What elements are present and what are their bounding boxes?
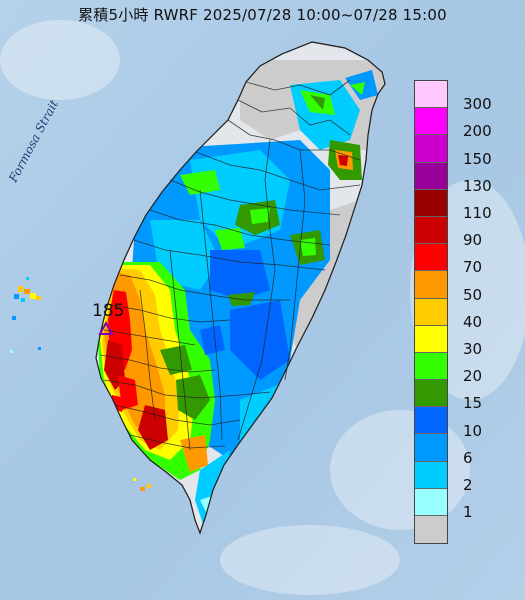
map-title: 累積5小時 RWRF 2025/07/28 10:00~07/28 15:00 [0,4,525,25]
legend-level-label: 70 [463,258,482,276]
legend-swatch [415,244,447,271]
legend-level-label: 150 [463,150,492,168]
legend-level-label: 130 [463,177,492,195]
legend-swatch [415,326,447,353]
legend-swatch [415,217,447,244]
legend-level-label: 40 [463,313,482,331]
rainfall-legend [414,80,448,544]
legend-level-label: 90 [463,231,482,249]
legend-swatch [415,353,447,380]
legend-swatch [415,380,447,407]
legend-swatch [415,81,447,108]
legend-swatch [415,434,447,461]
legend-swatch [415,271,447,298]
legend-level-label: 200 [463,122,492,140]
legend-level-label: 15 [463,394,482,412]
legend-swatch [415,190,447,217]
legend-swatch [415,516,447,543]
legend-swatch [415,489,447,516]
legend-swatch [415,407,447,434]
legend-level-label: 6 [463,449,473,467]
legend-level-label: 300 [463,95,492,113]
legend-level-label: 1 [463,503,473,521]
legend-swatch [415,135,447,162]
legend-level-label: 30 [463,340,482,358]
legend-level-label: 110 [463,204,492,222]
legend-level-label: 2 [463,476,473,494]
max-rainfall-value: 185 [92,301,124,321]
legend-level-label: 20 [463,367,482,385]
legend-level-label: 50 [463,286,482,304]
legend-swatch [415,108,447,135]
legend-swatch [415,299,447,326]
legend-swatch [415,163,447,190]
legend-level-label: 10 [463,422,482,440]
legend-swatch [415,462,447,489]
